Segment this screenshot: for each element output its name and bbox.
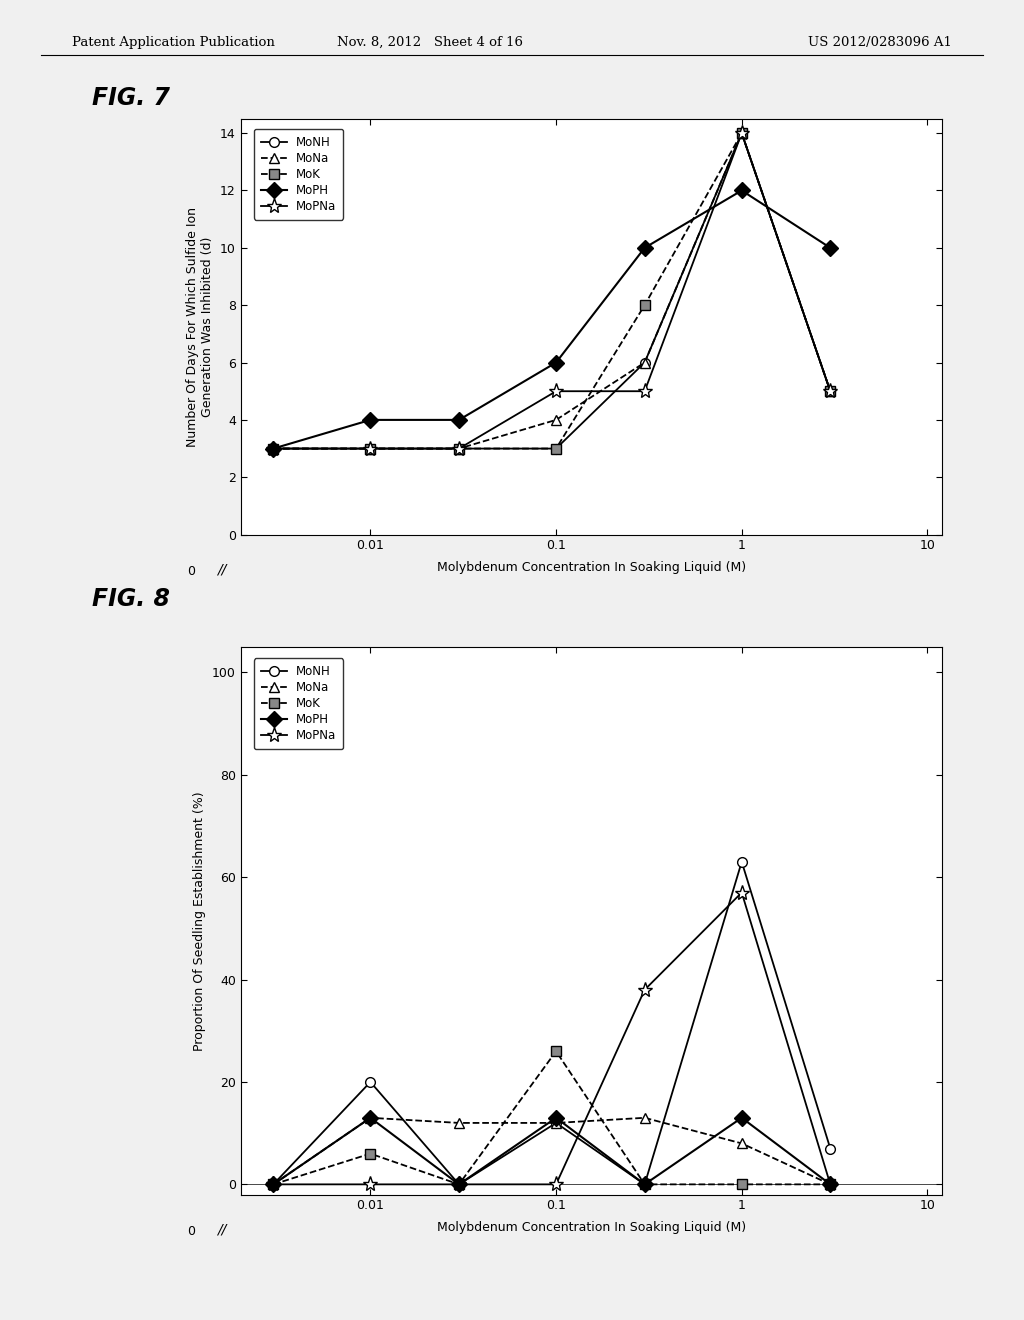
- Text: 0: 0: [186, 565, 195, 578]
- MoNH: [365, 441, 377, 457]
- Legend: MoNH, MoNa, MoK, MoPH, MoPNa: MoNH, MoNa, MoK, MoPH, MoPNa: [254, 129, 343, 220]
- Text: Patent Application Publication: Patent Application Publication: [72, 36, 274, 49]
- MoPNa: [365, 1176, 377, 1192]
- MoNa: [550, 412, 562, 428]
- MoNH: [453, 441, 465, 457]
- MoPH: [267, 441, 280, 457]
- MoNa: [735, 1135, 748, 1151]
- Text: FIG. 8: FIG. 8: [92, 587, 170, 611]
- MoNa: [824, 383, 837, 399]
- MoK: [365, 441, 377, 457]
- MoPNa: [550, 1176, 562, 1192]
- MoNH: [365, 1074, 377, 1090]
- Line: MoNH: MoNH: [268, 128, 836, 454]
- MoNa: [639, 355, 651, 371]
- MoPH: [824, 240, 837, 256]
- Text: 0: 0: [186, 1225, 195, 1238]
- MoK: [550, 1043, 562, 1059]
- MoK: [453, 1176, 465, 1192]
- Text: //: //: [216, 562, 226, 577]
- MoPH: [735, 1110, 748, 1126]
- MoK: [550, 441, 562, 457]
- MoPH: [267, 1176, 280, 1192]
- MoPNa: [824, 1176, 837, 1192]
- Text: FIG. 7: FIG. 7: [92, 86, 170, 110]
- MoPH: [639, 1176, 651, 1192]
- MoPH: [365, 1110, 377, 1126]
- MoNH: [735, 125, 748, 141]
- MoK: [267, 1176, 280, 1192]
- MoPH: [639, 240, 651, 256]
- MoK: [365, 1146, 377, 1162]
- MoNa: [453, 441, 465, 457]
- MoPNa: [267, 441, 280, 457]
- MoNa: [365, 441, 377, 457]
- Text: US 2012/0283096 A1: US 2012/0283096 A1: [808, 36, 952, 49]
- Line: MoPNa: MoPNa: [265, 125, 838, 457]
- MoK: [735, 1176, 748, 1192]
- MoNa: [453, 1115, 465, 1131]
- Line: MoNH: MoNH: [268, 857, 836, 1189]
- MoPNa: [453, 441, 465, 457]
- Line: MoPH: MoPH: [268, 185, 836, 454]
- MoPH: [453, 1176, 465, 1192]
- MoNH: [824, 1140, 837, 1156]
- Line: MoPNa: MoPNa: [265, 884, 838, 1192]
- X-axis label: Molybdenum Concentration In Soaking Liquid (M): Molybdenum Concentration In Soaking Liqu…: [437, 561, 745, 574]
- MoPH: [550, 1110, 562, 1126]
- Y-axis label: Proportion Of Seedling Establishment (%): Proportion Of Seedling Establishment (%): [194, 791, 207, 1051]
- MoK: [267, 441, 280, 457]
- MoPH: [735, 182, 748, 198]
- MoNH: [267, 441, 280, 457]
- MoNH: [267, 1176, 280, 1192]
- Line: MoK: MoK: [268, 128, 836, 454]
- MoK: [735, 125, 748, 141]
- MoPNa: [453, 1176, 465, 1192]
- MoNa: [267, 1176, 280, 1192]
- MoPH: [365, 412, 377, 428]
- MoNH: [453, 1176, 465, 1192]
- MoK: [824, 383, 837, 399]
- MoNa: [365, 1110, 377, 1126]
- MoK: [639, 297, 651, 313]
- MoK: [639, 1176, 651, 1192]
- MoPNa: [735, 125, 748, 141]
- MoNH: [550, 1115, 562, 1131]
- MoNa: [550, 1115, 562, 1131]
- MoPNa: [824, 383, 837, 399]
- MoPH: [824, 1176, 837, 1192]
- MoNH: [639, 355, 651, 371]
- Text: //: //: [216, 1222, 226, 1237]
- MoPNa: [267, 1176, 280, 1192]
- MoPNa: [550, 383, 562, 399]
- MoNa: [639, 1110, 651, 1126]
- Line: MoK: MoK: [268, 1047, 836, 1189]
- MoNa: [824, 1176, 837, 1192]
- MoNH: [735, 854, 748, 870]
- X-axis label: Molybdenum Concentration In Soaking Liquid (M): Molybdenum Concentration In Soaking Liqu…: [437, 1221, 745, 1234]
- MoK: [824, 1176, 837, 1192]
- MoPNa: [365, 441, 377, 457]
- MoPNa: [735, 884, 748, 900]
- MoNa: [267, 441, 280, 457]
- MoNa: [735, 125, 748, 141]
- Legend: MoNH, MoNa, MoK, MoPH, MoPNa: MoNH, MoNa, MoK, MoPH, MoPNa: [254, 659, 343, 750]
- Line: MoPH: MoPH: [268, 1113, 836, 1189]
- MoNH: [639, 1176, 651, 1192]
- Y-axis label: Number Of Days For Which Sulfide Ion
Generation Was Inhibited (d): Number Of Days For Which Sulfide Ion Gen…: [186, 207, 214, 446]
- MoNH: [550, 441, 562, 457]
- Line: MoNa: MoNa: [268, 128, 836, 454]
- Text: Nov. 8, 2012   Sheet 4 of 16: Nov. 8, 2012 Sheet 4 of 16: [337, 36, 523, 49]
- Line: MoNa: MoNa: [268, 1113, 836, 1189]
- MoPNa: [639, 383, 651, 399]
- MoK: [453, 441, 465, 457]
- MoPH: [550, 355, 562, 371]
- MoNH: [824, 383, 837, 399]
- MoPH: [453, 412, 465, 428]
- MoPNa: [639, 982, 651, 998]
